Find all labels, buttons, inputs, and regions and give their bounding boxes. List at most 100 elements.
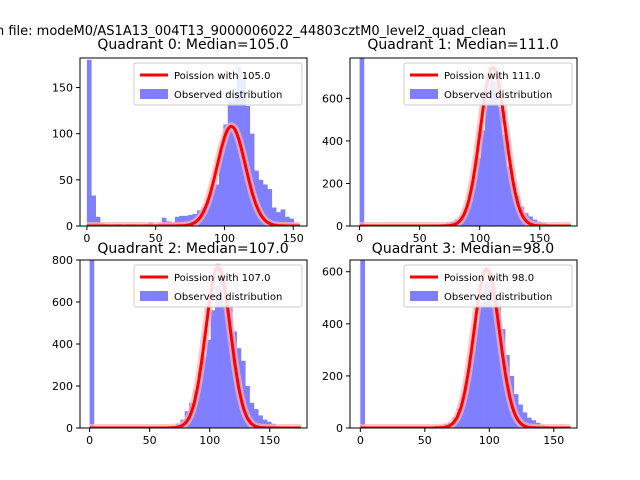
histogram-bar	[472, 177, 477, 226]
y-tick-label: 100	[52, 128, 73, 141]
legend-label-observed: Observed distribution	[444, 292, 552, 303]
histogram-bar	[86, 59, 92, 226]
histogram-bar	[506, 166, 512, 226]
axes-frame	[79, 57, 308, 227]
histogram-bar	[223, 124, 229, 226]
quadrant-0-panel: 0 50 100 150 0 50 100 150 Poission with 105.0 Obs…	[52, 57, 308, 245]
fit-curve-group	[83, 122, 304, 226]
histogram-bar	[360, 260, 366, 428]
quadrant-0-title: Quadrant 0: Median=105.0	[97, 37, 288, 53]
axes-frame	[349, 259, 578, 429]
histogram-bar	[271, 207, 277, 226]
legend-label-observed: Observed distribution	[444, 90, 552, 101]
histogram-bar	[218, 149, 224, 226]
legend-bar-swatch	[410, 89, 438, 99]
histogram-bar	[493, 81, 499, 226]
y-tick-label: 400	[322, 318, 343, 331]
y-tick-label: 800	[52, 254, 73, 267]
x-tick-label: 100	[199, 434, 220, 447]
legend-bar-swatch	[140, 291, 168, 301]
histogram-bar	[497, 106, 503, 226]
legend: Poission with 111.0 Observed distribution	[403, 62, 573, 106]
quadrant-0-plot: 0 50 100 150 0 50 100 150 Poission with 105.0 Obs…	[52, 57, 308, 245]
histogram-bar	[249, 402, 255, 428]
histogram-bar	[174, 216, 180, 226]
y-tick-label: 600	[52, 296, 73, 309]
histogram-bar	[484, 98, 490, 226]
histogram-bar	[205, 200, 211, 226]
histogram-bar	[280, 209, 286, 226]
x-tick-label: 100	[479, 434, 500, 447]
y-tick-label: 0	[336, 220, 343, 233]
legend-label-fit: Poission with 105.0	[174, 71, 270, 82]
x-tick-label: 150	[529, 232, 550, 245]
histogram-bar	[91, 195, 96, 226]
histogram-bar	[219, 268, 224, 428]
histogram-bar	[262, 184, 268, 226]
axes-frame	[349, 57, 578, 227]
histogram-bar	[496, 302, 501, 428]
histogram-bar	[267, 189, 273, 226]
legend-box	[133, 62, 303, 106]
histogram-bar	[359, 58, 365, 226]
histogram-bar	[258, 415, 263, 428]
histogram-bar	[480, 130, 486, 226]
y-tick-label: 400	[322, 135, 343, 148]
histogram-bar	[476, 157, 481, 226]
histogram-bar	[518, 404, 523, 428]
fit-curve	[86, 124, 301, 226]
histogram-bar	[284, 216, 290, 226]
histogram-bar	[161, 217, 167, 226]
y-tick-label: 0	[66, 422, 73, 435]
histogram-bar	[262, 419, 268, 428]
legend-label-observed: Observed distribution	[174, 292, 282, 303]
histogram-bar	[483, 282, 488, 428]
quadrant-3-panel: 0 50 100 150 0 200 400 600 Poission with 98.0 Obs…	[322, 259, 578, 447]
histogram-bar	[210, 189, 215, 226]
legend-label-fit: Poission with 98.0	[444, 273, 534, 284]
figure-suptitle: n file: modeM0/AS1A13_004T13_9000006022_…	[0, 24, 506, 39]
legend-box	[133, 264, 303, 308]
y-tick-label: 0	[66, 220, 73, 233]
histogram-bar	[232, 92, 237, 226]
legend-label-observed: Observed distribution	[174, 90, 282, 101]
histogram-bar	[474, 323, 480, 428]
legend-bar-swatch	[410, 291, 438, 301]
y-tick-label: 600	[322, 92, 343, 105]
histogram-bar	[179, 215, 185, 226]
quadrant-1-panel: 0 50 100 150 0 200 400 600 Poission with 111.0 Ob…	[322, 57, 578, 245]
quadrant-3-title: Quadrant 3: Median=98.0	[372, 241, 554, 257]
quadrant-3-plot: 0 50 100 150 0 200 400 600 Poission with 98.0 Obs…	[322, 259, 578, 447]
histogram-bar	[526, 417, 532, 428]
x-tick-label: 100	[214, 232, 235, 245]
histogram-bar	[522, 412, 528, 428]
histogram-bar	[227, 101, 233, 226]
quadrant-1-plot: 0 50 100 150 0 200 400 600 Poission with 111.0 Ob…	[322, 57, 578, 245]
x-tick-label: 0	[357, 434, 364, 447]
histogram-bar	[258, 179, 264, 226]
legend-bar-swatch	[140, 89, 168, 99]
histogram-bar	[227, 306, 233, 428]
histogram-bar	[197, 373, 203, 428]
x-tick-label: 50	[413, 232, 427, 245]
x-tick-label: 100	[469, 232, 490, 245]
quadrant-2-panel: 0 50 100 150 0 200 400 600 800 Poission with 107.…	[52, 254, 308, 447]
histogram-bar	[214, 184, 220, 226]
histogram-bar	[95, 216, 101, 226]
histogram-bar	[491, 282, 497, 428]
y-tick-label: 200	[322, 177, 343, 190]
x-tick-label: 150	[543, 434, 564, 447]
x-tick-label: 50	[149, 232, 163, 245]
y-tick-label: 150	[52, 82, 73, 95]
x-tick-label: 150	[283, 232, 304, 245]
legend-box	[403, 264, 573, 308]
quadrant-2-title: Quadrant 2: Median=107.0	[97, 241, 288, 257]
histogram-bar	[510, 183, 516, 226]
y-tick-label: 200	[322, 370, 343, 383]
histogram-bar	[465, 375, 471, 428]
legend-box	[403, 62, 573, 106]
histogram-bar	[206, 339, 211, 428]
histogram-bar	[276, 212, 281, 226]
histogram-bar	[223, 281, 229, 428]
